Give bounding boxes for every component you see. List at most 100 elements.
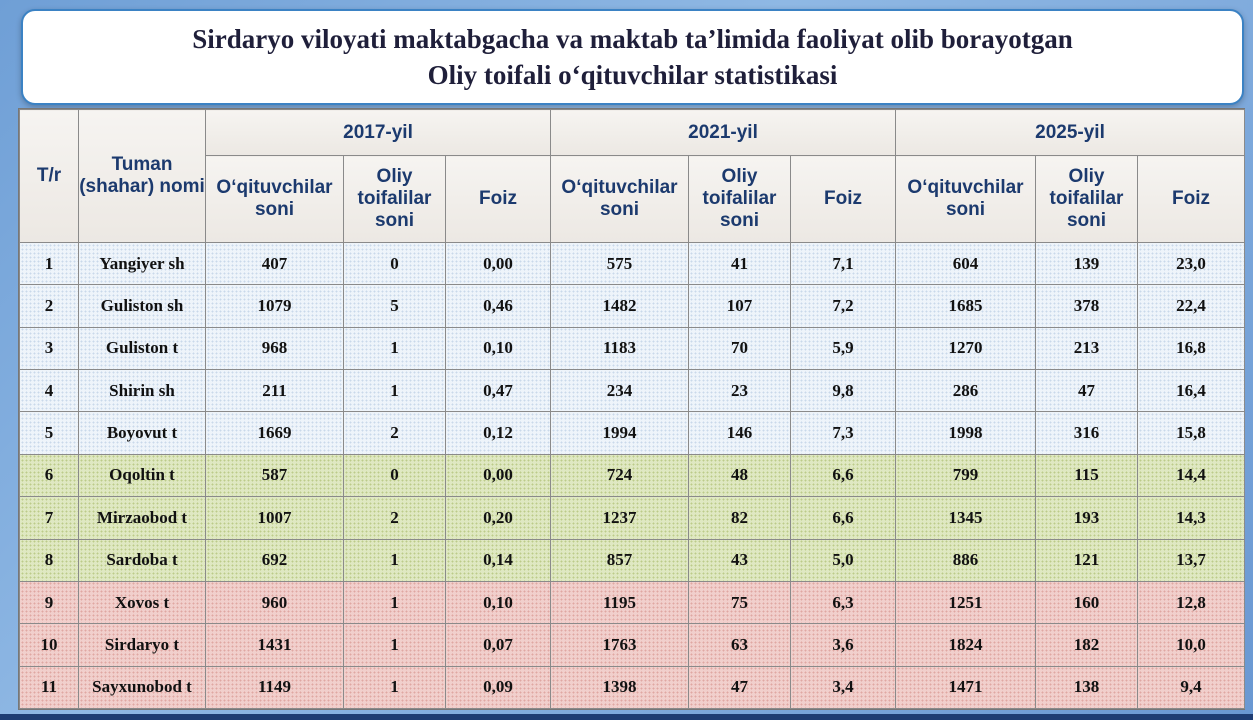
teachers-count-cell: 1237 — [550, 496, 689, 540]
percent-cell: 5,9 — [790, 326, 896, 371]
percent-cell: 5,0 — [790, 538, 896, 582]
teachers-count-cell: 407 — [205, 241, 344, 286]
teachers-count-cell: 575 — [550, 241, 689, 286]
percent-cell: 10,0 — [1137, 623, 1245, 667]
top-category-count-cell: 1 — [343, 580, 446, 625]
teachers-count-cell: 286 — [895, 369, 1036, 413]
top-category-count-cell: 138 — [1035, 665, 1138, 710]
percent-cell: 0,09 — [445, 665, 551, 710]
district-name-cell: Sardoba t — [78, 538, 206, 582]
bottom-bar — [0, 714, 1253, 720]
table-row: 7 Mirzaobod t 1007 2 0,20 1237 82 6,6 1345 193 14,… — [19, 496, 1245, 540]
row-number-cell: 8 — [19, 538, 79, 582]
teachers-count-cell: 1685 — [895, 284, 1036, 328]
header-top-category-2021: Oliy toifalilar soni — [688, 155, 791, 243]
table-body: 1 Yangiyer sh 407 0 0,00 575 41 7,1 604 139 23,0 2 G… — [19, 241, 1245, 710]
district-name-cell: Xovos t — [78, 580, 206, 625]
table-row: 8 Sardoba t 692 1 0,14 857 43 5,0 886 121 13,7 — [19, 538, 1245, 582]
header-teachers-2017: O‘qituvchilar soni — [205, 155, 344, 243]
percent-cell: 0,12 — [445, 411, 551, 455]
top-category-count-cell: 2 — [343, 496, 446, 540]
district-name-cell: Sayxunobod t — [78, 665, 206, 710]
top-category-count-cell: 5 — [343, 284, 446, 328]
table-row: 11 Sayxunobod t 1149 1 0,09 1398 47 3,4 1471 138 9… — [19, 665, 1245, 710]
row-number-cell: 3 — [19, 326, 79, 371]
top-category-count-cell: 48 — [688, 453, 791, 498]
top-category-count-cell: 23 — [688, 369, 791, 413]
top-category-count-cell: 182 — [1035, 623, 1138, 667]
percent-cell: 0,10 — [445, 326, 551, 371]
row-number-cell: 9 — [19, 580, 79, 625]
header-top-category-2025: Oliy toifalilar soni — [1035, 155, 1138, 243]
teachers-count-cell: 1482 — [550, 284, 689, 328]
top-category-count-cell: 0 — [343, 241, 446, 286]
teachers-count-cell: 692 — [205, 538, 344, 582]
table-row: 9 Xovos t 960 1 0,10 1195 75 6,3 1251 160 12,8 — [19, 580, 1245, 625]
row-number-cell: 6 — [19, 453, 79, 498]
header-year-2021: 2021-yil — [550, 109, 896, 156]
percent-cell: 3,4 — [790, 665, 896, 710]
top-category-count-cell: 43 — [688, 538, 791, 582]
district-name-cell: Yangiyer sh — [78, 241, 206, 286]
top-category-count-cell: 47 — [688, 665, 791, 710]
top-category-count-cell: 0 — [343, 453, 446, 498]
teachers-count-cell: 799 — [895, 453, 1036, 498]
table-row: 2 Guliston sh 1079 5 0,46 1482 107 7,2 1685 378 22… — [19, 284, 1245, 328]
teachers-count-cell: 1195 — [550, 580, 689, 625]
top-category-count-cell: 1 — [343, 326, 446, 371]
top-category-count-cell: 115 — [1035, 453, 1138, 498]
top-category-count-cell: 75 — [688, 580, 791, 625]
top-category-count-cell: 121 — [1035, 538, 1138, 582]
top-category-count-cell: 378 — [1035, 284, 1138, 328]
row-number-cell: 10 — [19, 623, 79, 667]
row-number-cell: 11 — [19, 665, 79, 710]
percent-cell: 14,4 — [1137, 453, 1245, 498]
teachers-count-cell: 211 — [205, 369, 344, 413]
top-category-count-cell: 316 — [1035, 411, 1138, 455]
header-percent-2025: Foiz — [1137, 155, 1245, 243]
title-line-2: Oliy toifali o‘qituvchilar statistikasi — [427, 60, 838, 90]
percent-cell: 0,07 — [445, 623, 551, 667]
top-category-count-cell: 1 — [343, 623, 446, 667]
percent-cell: 0,14 — [445, 538, 551, 582]
header-year-2025: 2025-yil — [895, 109, 1245, 156]
teachers-count-cell: 1824 — [895, 623, 1036, 667]
top-category-count-cell: 41 — [688, 241, 791, 286]
percent-cell: 15,8 — [1137, 411, 1245, 455]
percent-cell: 0,47 — [445, 369, 551, 413]
percent-cell: 13,7 — [1137, 538, 1245, 582]
top-category-count-cell: 107 — [688, 284, 791, 328]
top-category-count-cell: 1 — [343, 369, 446, 413]
top-category-count-cell: 47 — [1035, 369, 1138, 413]
table-row: 1 Yangiyer sh 407 0 0,00 575 41 7,1 604 139 23,0 — [19, 241, 1245, 286]
row-number-cell: 5 — [19, 411, 79, 455]
percent-cell: 0,20 — [445, 496, 551, 540]
teachers-count-cell: 1251 — [895, 580, 1036, 625]
percent-cell: 16,8 — [1137, 326, 1245, 371]
teachers-count-cell: 1007 — [205, 496, 344, 540]
district-name-cell: Oqoltin t — [78, 453, 206, 498]
top-category-count-cell: 146 — [688, 411, 791, 455]
percent-cell: 0,00 — [445, 453, 551, 498]
percent-cell: 9,8 — [790, 369, 896, 413]
teachers-count-cell: 1998 — [895, 411, 1036, 455]
district-name-cell: Boyovut t — [78, 411, 206, 455]
percent-cell: 6,3 — [790, 580, 896, 625]
teachers-count-cell: 960 — [205, 580, 344, 625]
district-name-cell: Guliston sh — [78, 284, 206, 328]
top-category-count-cell: 1 — [343, 538, 446, 582]
header-top-category-2017: Oliy toifalilar soni — [343, 155, 446, 243]
table-row: 10 Sirdaryo t 1431 1 0,07 1763 63 3,6 1824 182 10,… — [19, 623, 1245, 667]
district-name-cell: Mirzaobod t — [78, 496, 206, 540]
percent-cell: 14,3 — [1137, 496, 1245, 540]
teachers-count-cell: 1669 — [205, 411, 344, 455]
percent-cell: 0,46 — [445, 284, 551, 328]
percent-cell: 0,00 — [445, 241, 551, 286]
header-district: Tuman (shahar) nomi — [78, 109, 206, 243]
teachers-count-cell: 1149 — [205, 665, 344, 710]
teachers-count-cell: 724 — [550, 453, 689, 498]
percent-cell: 7,2 — [790, 284, 896, 328]
header-percent-2021: Foiz — [790, 155, 896, 243]
top-category-count-cell: 139 — [1035, 241, 1138, 286]
top-category-count-cell: 70 — [688, 326, 791, 371]
